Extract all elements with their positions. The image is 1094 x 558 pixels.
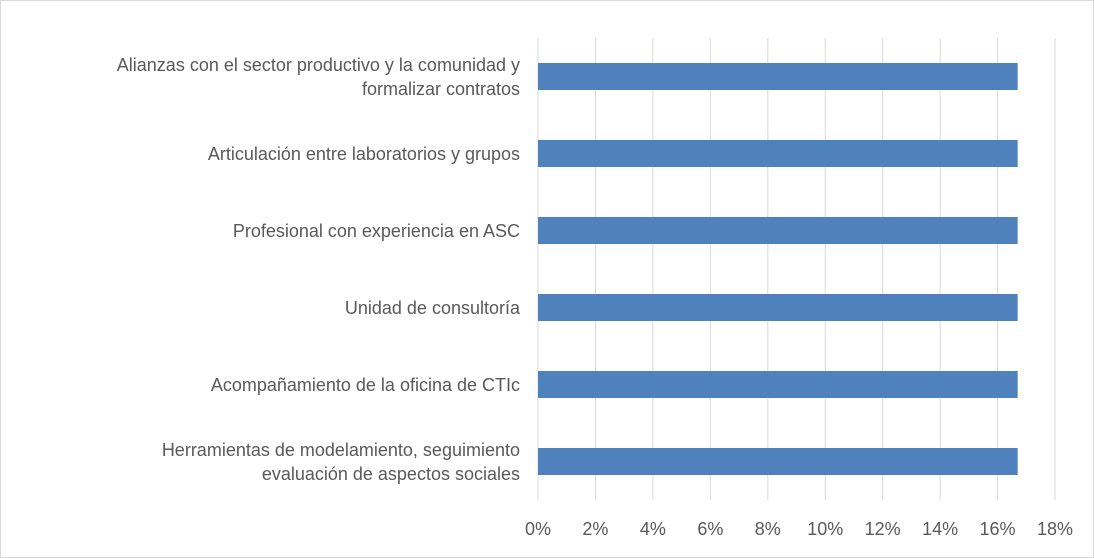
- x-tick-label: 16%: [980, 519, 1016, 539]
- bar: [538, 140, 1018, 167]
- y-tick-label: Alianzas con el sector productivo y la c…: [116, 54, 520, 99]
- x-tick-label: 2%: [582, 519, 608, 539]
- y-tick-label: Profesional con experiencia en ASC: [232, 220, 520, 241]
- y-tick-label: Articulación entre laboratorios y grupos: [207, 143, 520, 164]
- x-tick-label: 8%: [755, 519, 781, 539]
- y-tick-label: Herramientas de modelamiento, seguimient…: [161, 439, 520, 484]
- bar: [538, 448, 1018, 475]
- y-tick-label: Unidad de consultoría: [344, 297, 520, 318]
- bar: [538, 63, 1018, 90]
- x-tick-label: 6%: [697, 519, 723, 539]
- x-tick-label: 0%: [525, 519, 551, 539]
- bar: [538, 217, 1018, 244]
- x-tick-label: 4%: [640, 519, 666, 539]
- x-tick-label: 18%: [1037, 519, 1073, 539]
- x-tick-label: 10%: [807, 519, 843, 539]
- bar: [538, 294, 1018, 321]
- x-tick-label: 12%: [865, 519, 901, 539]
- y-tick-label: Acompañamiento de la oficina de CTIc: [210, 374, 520, 395]
- bar: [538, 371, 1018, 398]
- x-tick-label: 14%: [922, 519, 958, 539]
